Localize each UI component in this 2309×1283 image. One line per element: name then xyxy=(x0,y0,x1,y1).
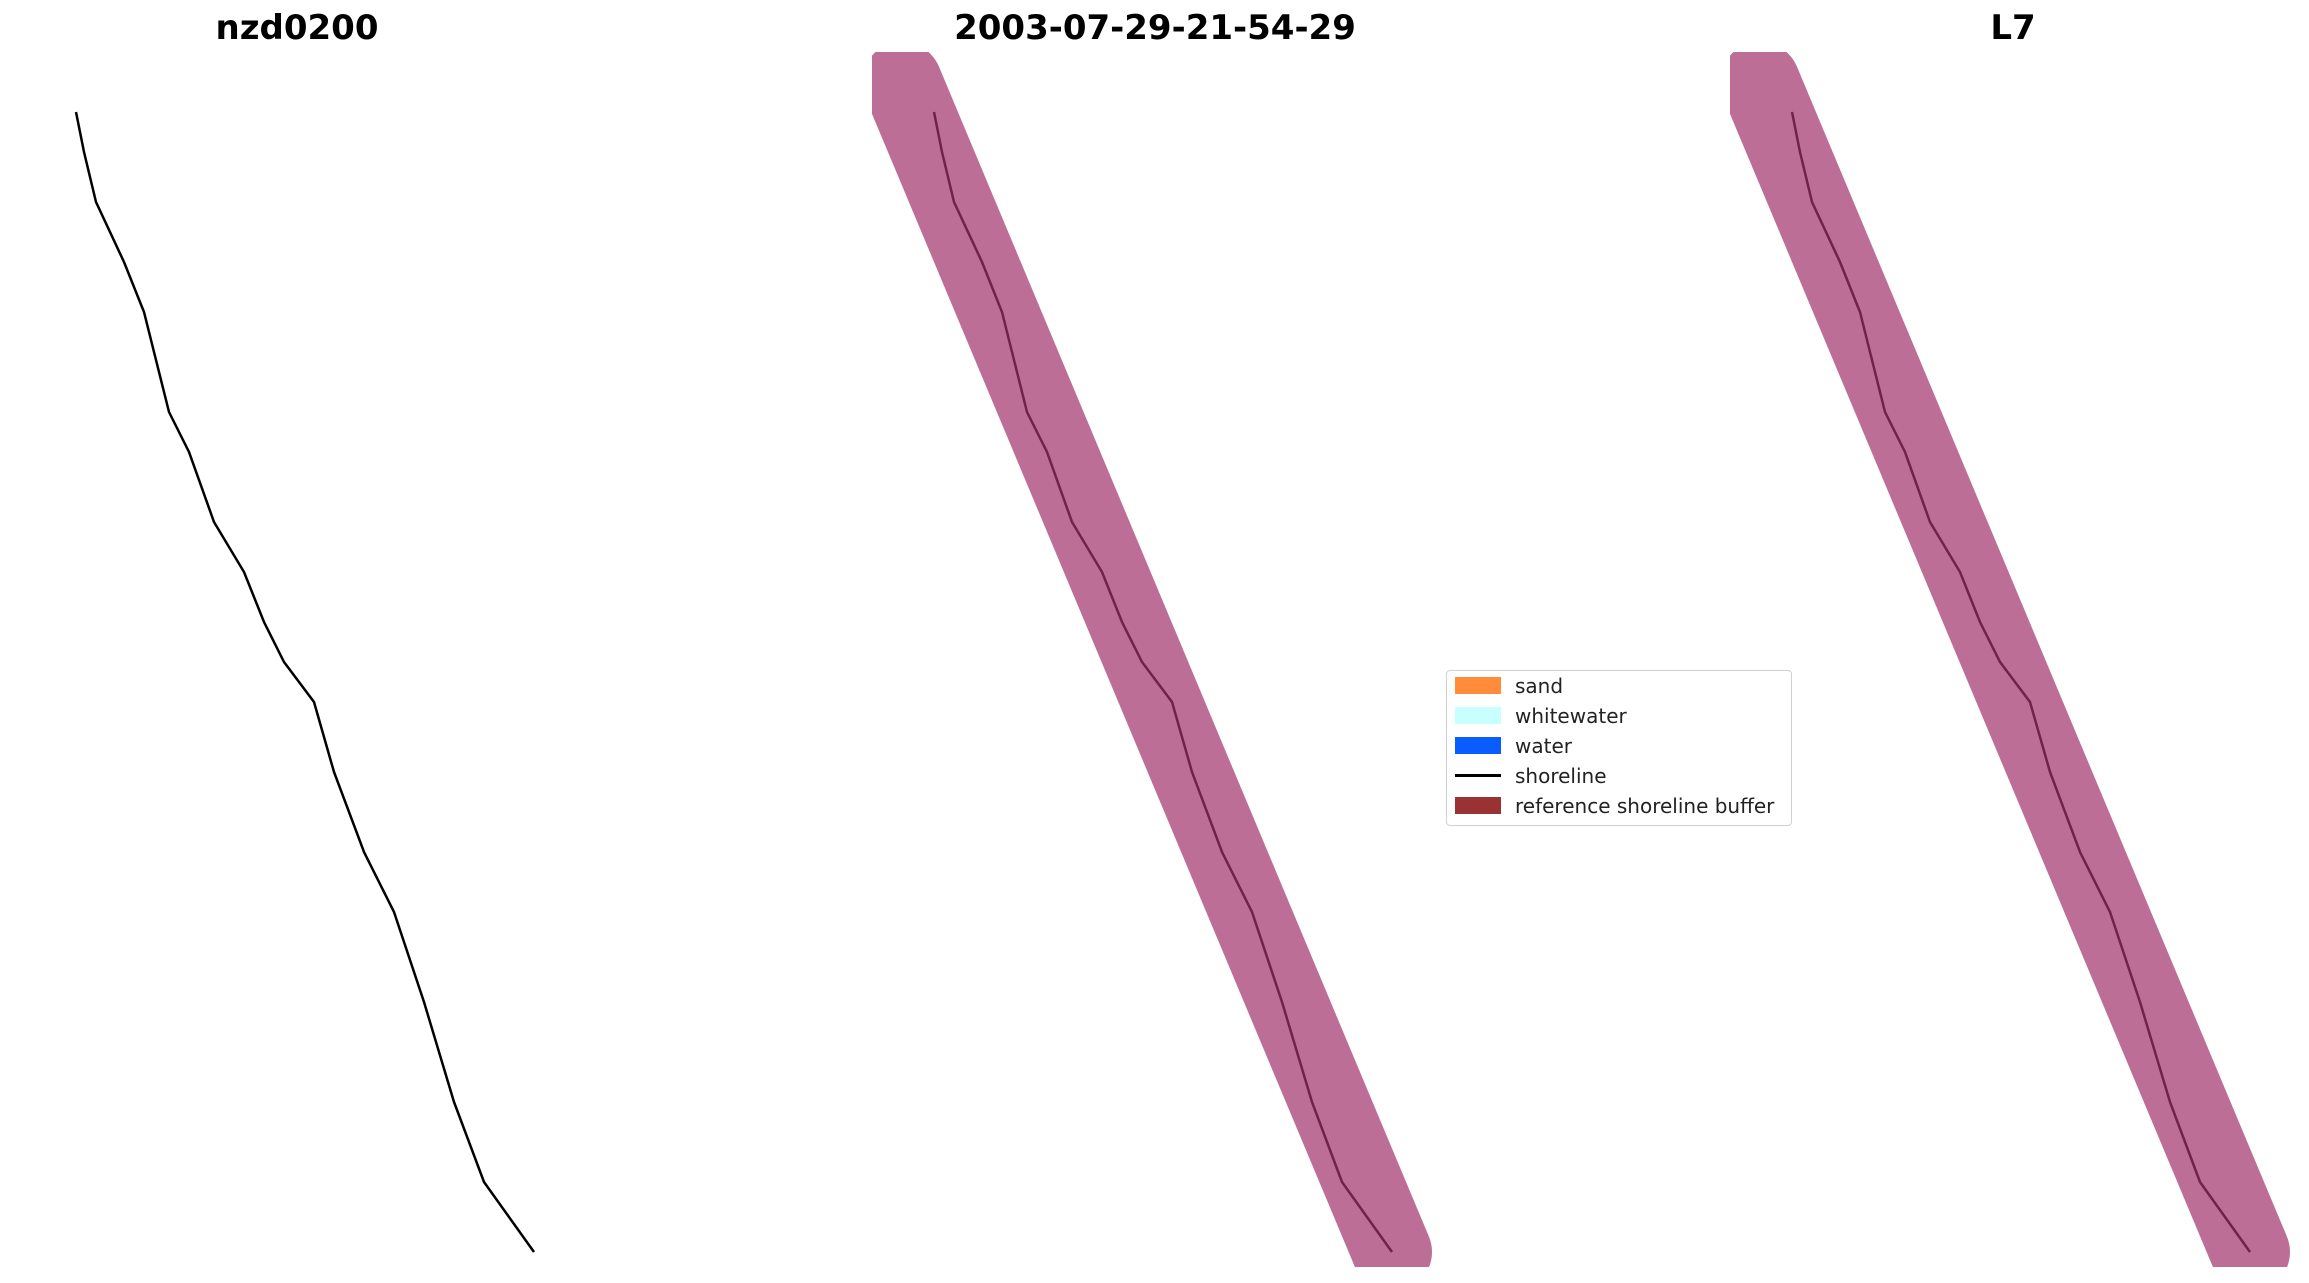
legend-label-water: water xyxy=(1515,734,1572,758)
legend-swatch-whitewater xyxy=(1455,707,1501,724)
lake-feature xyxy=(354,444,454,500)
index-image-panel xyxy=(1730,52,2290,1267)
index-low-patch xyxy=(2232,392,2268,412)
surf-zone xyxy=(44,92,469,1267)
legend-label-whitewater: whitewater xyxy=(1515,704,1627,728)
legend-label-sand: sand xyxy=(1515,674,1564,698)
shoreline-line xyxy=(74,111,536,1253)
legend-line-shoreline xyxy=(1455,774,1501,777)
reference-shoreline-buffer xyxy=(1730,52,2290,1267)
classified-image-panel xyxy=(872,52,1432,1267)
sea-area xyxy=(14,52,454,1267)
water-class-patch xyxy=(1048,108,1076,126)
legend-label-shoreline: shoreline xyxy=(1515,764,1607,788)
index-low-patch xyxy=(2086,154,2134,170)
rgb-image-panel xyxy=(14,52,580,1267)
legend: sand whitewater water shoreline referenc… xyxy=(1446,670,1792,826)
water-class-patch xyxy=(1212,162,1252,182)
reference-shoreline-buffer xyxy=(872,52,1432,1267)
panel-title-classified: 2003-07-29-21-54-29 xyxy=(954,8,1356,48)
panel-title-rgb: nzd0200 xyxy=(215,8,379,48)
legend-swatch-sand xyxy=(1455,677,1501,694)
index-mid-patch xyxy=(2110,462,2190,502)
land-area xyxy=(14,52,580,1267)
water-class-patch xyxy=(1354,390,1390,414)
legend-swatch-water xyxy=(1455,737,1501,754)
legend-label-buffer: reference shoreline buffer xyxy=(1515,794,1775,818)
legend-swatch-buffer xyxy=(1455,797,1501,814)
panel-title-index: L7 xyxy=(1990,8,2036,48)
